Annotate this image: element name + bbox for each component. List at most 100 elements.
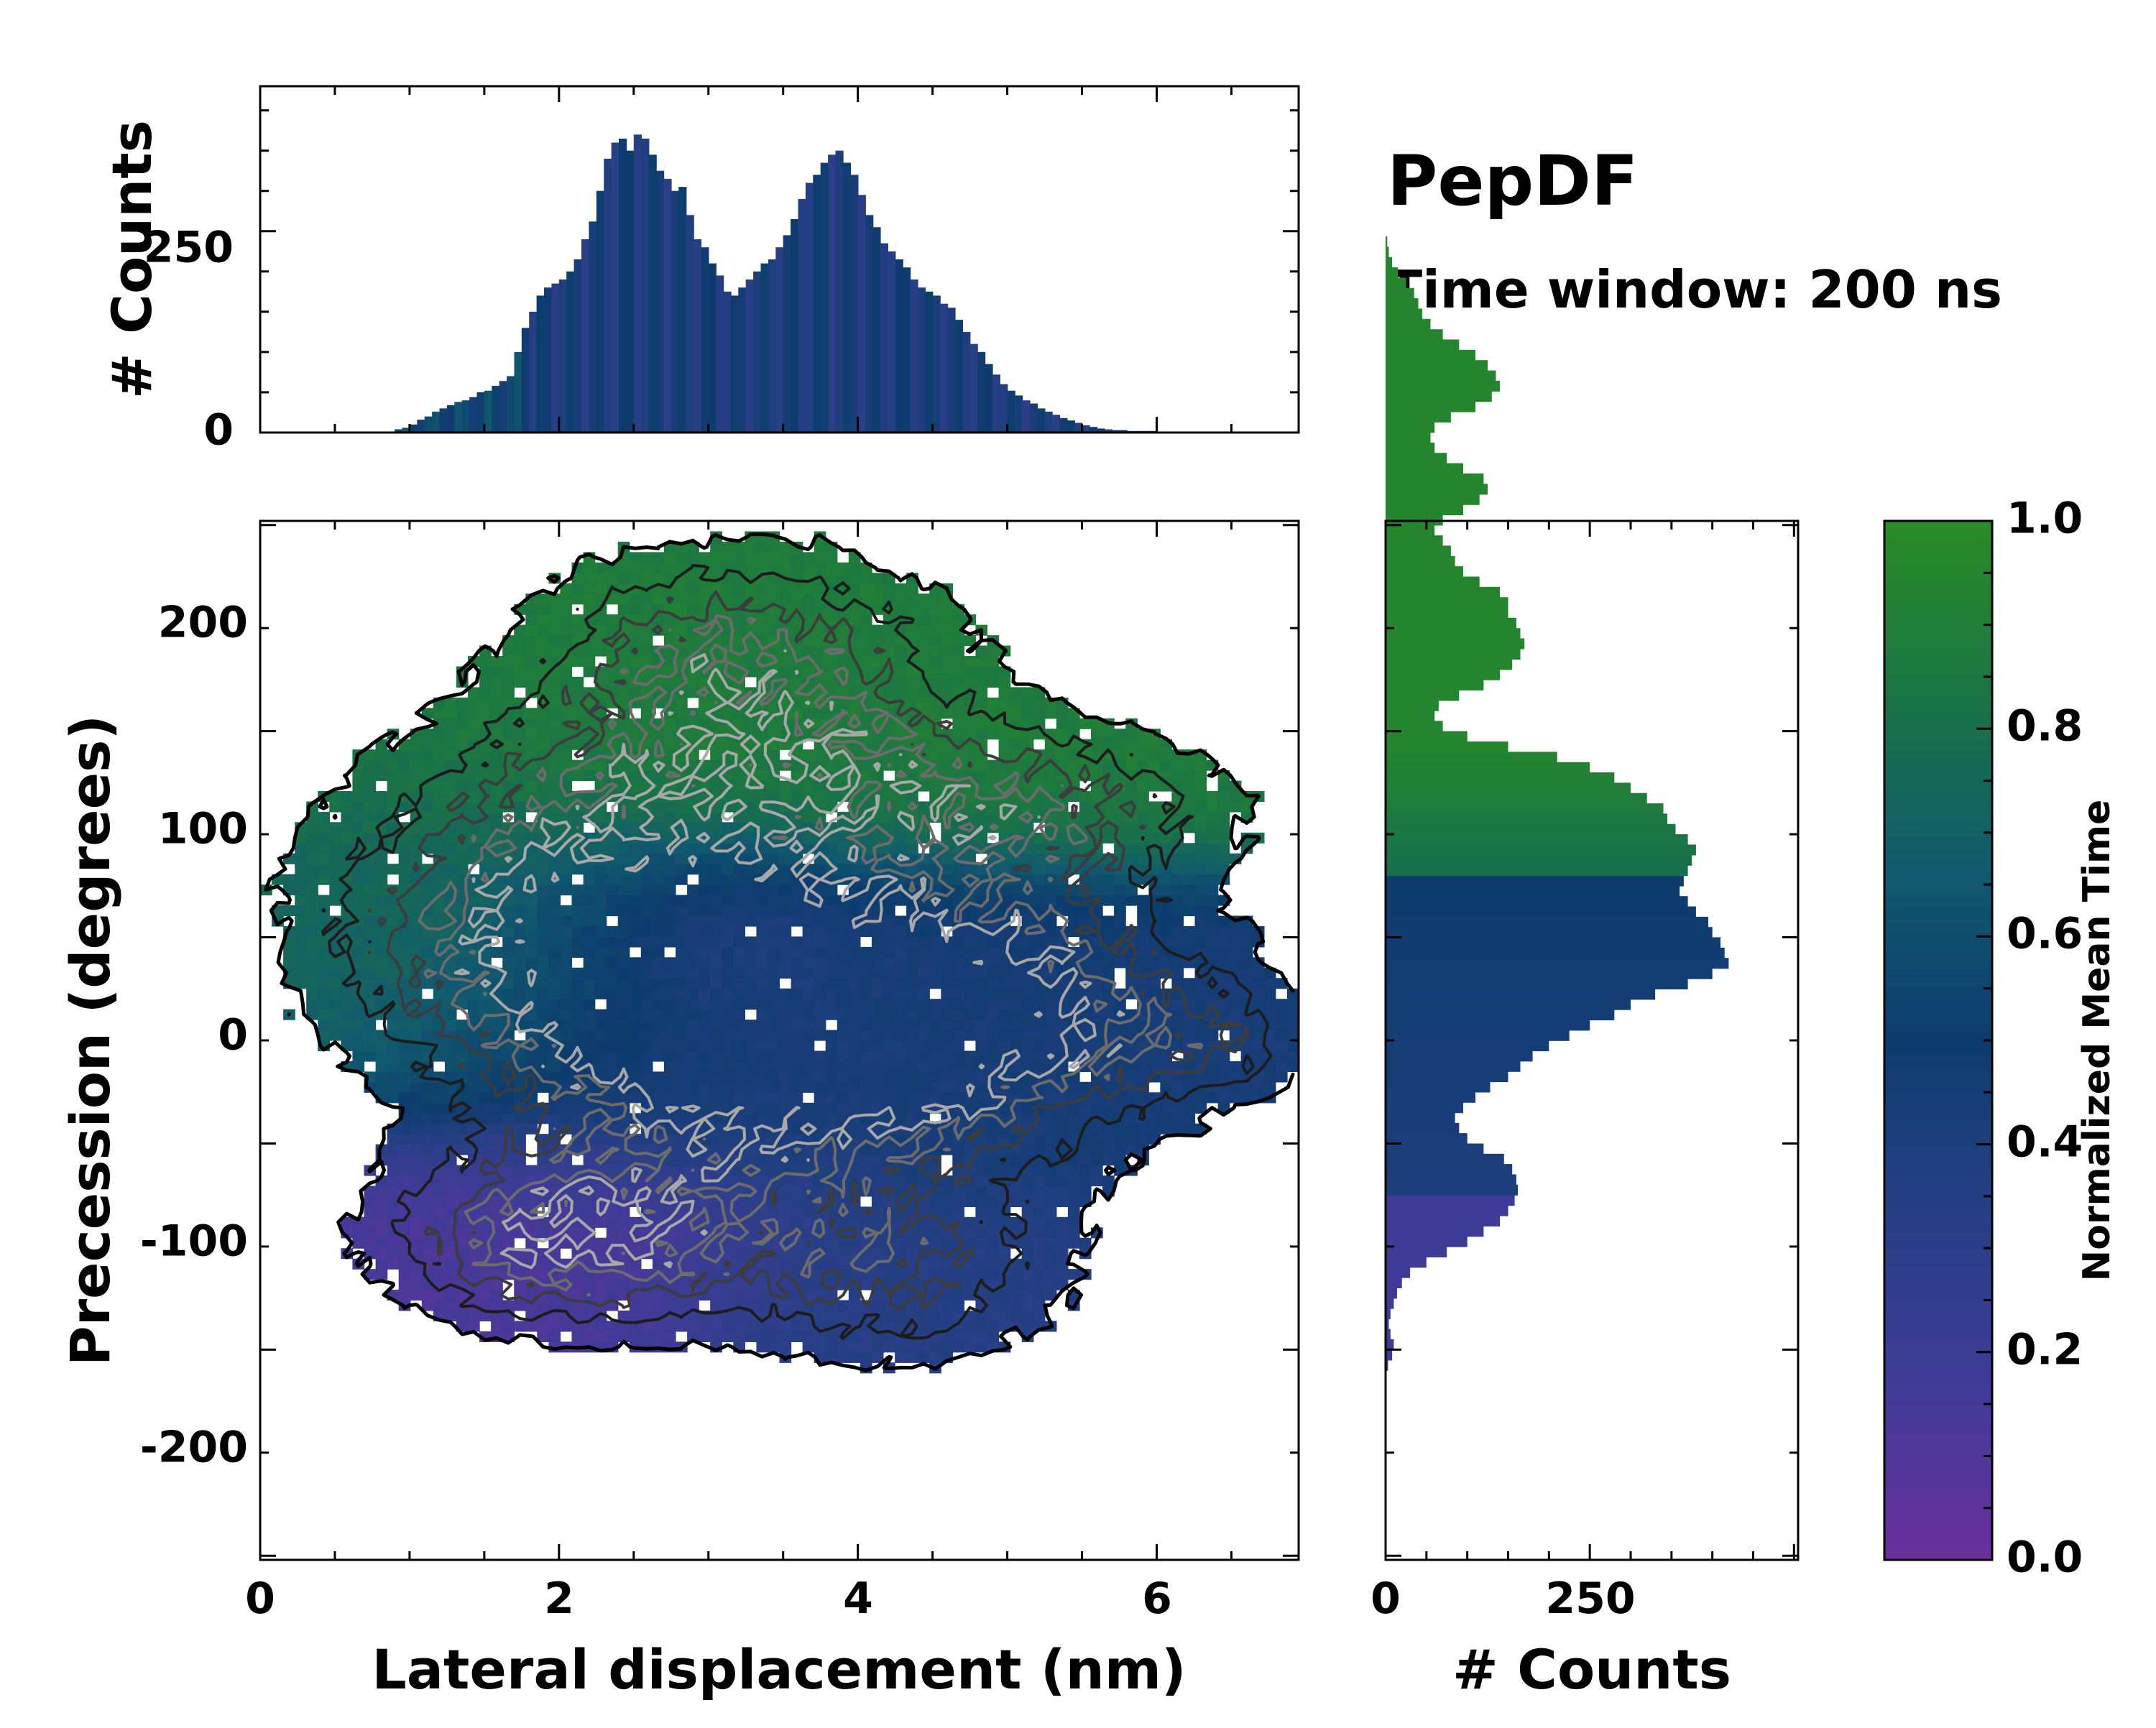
heatmap-cell xyxy=(699,1030,711,1041)
heatmap-cell xyxy=(422,791,434,802)
heatmap-cell xyxy=(664,926,676,937)
heatmap-cell xyxy=(653,895,665,906)
heatmap-cell xyxy=(537,635,549,646)
heatmap-cell xyxy=(514,666,526,677)
heatmap-cell xyxy=(987,968,1000,979)
heatmap-cell xyxy=(791,1051,803,1062)
heatmap-cell xyxy=(630,729,642,739)
heatmap-cell xyxy=(1148,957,1161,968)
heatmap-cell xyxy=(780,1051,792,1062)
heatmap-cell xyxy=(918,947,930,958)
heatmap-cell xyxy=(929,926,941,937)
heatmap-cell xyxy=(607,1331,619,1342)
top-histogram-bar xyxy=(649,154,657,433)
heatmap-cell xyxy=(733,978,745,989)
heatmap-cell xyxy=(826,1061,838,1072)
heatmap-cell xyxy=(883,1092,895,1103)
heatmap-cell xyxy=(1114,1134,1126,1145)
heatmap-cell xyxy=(422,1145,434,1155)
heatmap-cell xyxy=(872,1020,884,1030)
heatmap-cell xyxy=(1148,1061,1161,1072)
heatmap-cell xyxy=(491,812,503,823)
heatmap-cell xyxy=(756,1071,768,1082)
heatmap-cell xyxy=(906,1238,918,1249)
heatmap-cell xyxy=(768,1331,780,1342)
heatmap-cell xyxy=(780,968,792,979)
heatmap-cell xyxy=(618,687,630,698)
top-histogram-bars xyxy=(395,134,1172,433)
heatmap-cell xyxy=(502,666,515,677)
heatmap-cell xyxy=(364,812,377,823)
heatmap-cell xyxy=(1056,1248,1069,1259)
heatmap-cell xyxy=(341,999,353,1009)
heatmap-cell xyxy=(756,1103,768,1114)
heatmap-cell xyxy=(814,1061,826,1072)
heatmap-cell xyxy=(722,1040,734,1051)
heatmap-cell xyxy=(479,698,492,708)
heatmap-cell xyxy=(376,1248,388,1259)
heatmap-cell xyxy=(514,1175,526,1186)
heatmap-cell xyxy=(1091,989,1103,999)
heatmap-cell xyxy=(1022,1238,1034,1249)
heatmap-cell xyxy=(352,770,364,781)
top-histogram-bar xyxy=(1052,415,1060,433)
heatmap-cell xyxy=(687,978,699,989)
heatmap-cell xyxy=(1183,843,1195,854)
heatmap-cell xyxy=(548,646,561,657)
heatmap-cell xyxy=(653,884,665,895)
heatmap-cell xyxy=(745,978,757,989)
heatmap-cell xyxy=(584,1280,596,1290)
heatmap-cell xyxy=(399,1175,411,1186)
heatmap-cell xyxy=(849,1071,861,1082)
heatmap-cell xyxy=(918,957,930,968)
heatmap-cell xyxy=(1230,1061,1242,1072)
heatmap-cell xyxy=(433,989,446,999)
heatmap-cell xyxy=(849,1103,861,1114)
heatmap-cell xyxy=(1160,1113,1172,1124)
heatmap-cell xyxy=(710,1040,722,1051)
heatmap-cell xyxy=(1137,978,1149,989)
heatmap-cell xyxy=(1102,968,1115,979)
heatmap-cell xyxy=(329,957,341,968)
heatmap-cell xyxy=(929,1352,941,1363)
heatmap-cell xyxy=(641,1331,653,1342)
heatmap-cell xyxy=(514,1124,526,1135)
heatmap-cell xyxy=(999,729,1011,739)
heatmap-cell xyxy=(952,1269,964,1280)
top-histogram-bar xyxy=(529,312,537,433)
heatmap-cell xyxy=(929,999,941,1009)
heatmap-cell xyxy=(560,989,572,999)
heatmap-cell xyxy=(1218,1071,1230,1082)
heatmap-cell xyxy=(687,729,699,739)
heatmap-cell xyxy=(780,864,792,874)
heatmap-cell xyxy=(1068,1186,1080,1196)
heatmap-cell xyxy=(987,770,1000,781)
heatmap-cell xyxy=(895,843,907,854)
heatmap-cell xyxy=(1241,936,1253,947)
heatmap-cell xyxy=(1276,1061,1288,1072)
heatmap-cell xyxy=(630,812,642,823)
heatmap-cell xyxy=(1160,884,1172,895)
heatmap-cell xyxy=(1114,812,1126,823)
heatmap-cell xyxy=(422,749,434,760)
heatmap-cell xyxy=(641,1020,653,1030)
heatmap-cell xyxy=(860,1165,872,1176)
heatmap-cell xyxy=(768,1206,780,1217)
heatmap-cell xyxy=(376,1269,388,1280)
heatmap-cell xyxy=(964,1227,976,1238)
heatmap-cell xyxy=(329,1030,341,1041)
heatmap-cell xyxy=(607,1217,619,1228)
heatmap-cell xyxy=(803,812,815,823)
heatmap-cell xyxy=(548,947,561,958)
heatmap-cell xyxy=(572,905,584,916)
heatmap-cell xyxy=(1218,854,1230,864)
heatmap-cell xyxy=(999,822,1011,833)
heatmap-cell xyxy=(572,677,584,688)
heatmap-cell xyxy=(929,1311,941,1321)
heatmap-cell xyxy=(1068,760,1080,771)
heatmap-cell xyxy=(584,656,596,667)
heatmap-cell xyxy=(952,1290,964,1300)
heatmap-cell xyxy=(929,708,941,719)
heatmap-cell xyxy=(826,1082,838,1093)
